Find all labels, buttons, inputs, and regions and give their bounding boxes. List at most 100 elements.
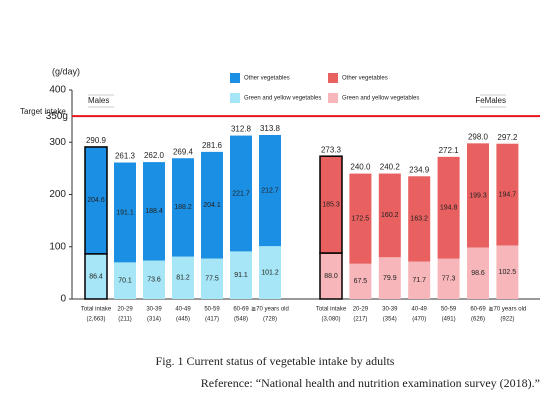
x-tick-label: ≧70 years old	[251, 307, 289, 313]
x-tick-label: (626)	[471, 317, 485, 323]
total-label: 312.8	[231, 125, 252, 134]
bar-segment	[319, 155, 343, 254]
bar-segment	[143, 162, 165, 261]
y-tick-label: 0	[60, 294, 66, 305]
bar-segment	[496, 245, 519, 299]
value-label: 185.3	[322, 201, 340, 208]
value-label: 160.2	[381, 212, 399, 219]
total-label: 272.1	[439, 146, 460, 155]
value-label: 199.3	[469, 192, 487, 199]
bar-segment	[496, 143, 519, 246]
legend-label: Other vegetables	[244, 76, 290, 82]
x-tick-label: ≧70 years old	[489, 307, 527, 313]
x-tick-label: 20-29	[353, 307, 369, 313]
bar-segment	[143, 260, 165, 299]
value-label: 163.2	[410, 216, 428, 223]
value-label: 221.7	[232, 190, 250, 197]
total-label: 234.9	[409, 165, 430, 174]
total-label: 273.3	[321, 145, 342, 154]
x-tick-label: 40-49	[175, 307, 191, 313]
bar-segment	[437, 156, 460, 259]
bar-segment	[378, 173, 401, 258]
total-label: 297.2	[497, 133, 518, 142]
y-tick-label: 200	[49, 189, 66, 200]
bar-segment	[467, 143, 489, 248]
bar-segment	[201, 151, 223, 259]
target-value-label: 350g	[46, 111, 68, 122]
value-label: 67.5	[354, 278, 368, 285]
x-tick-label: (417)	[205, 317, 219, 323]
bar-segment	[230, 251, 252, 299]
bar-segment	[437, 258, 460, 299]
bar-segment	[378, 257, 401, 299]
value-label: 204.6	[87, 197, 105, 204]
value-label: 172.5	[352, 216, 370, 223]
value-label: 86.4	[89, 273, 103, 280]
x-tick-label: (728)	[263, 317, 277, 323]
x-tick-label: (3,080)	[321, 317, 340, 323]
bar-segment	[114, 262, 136, 299]
y-tick-label: 400	[49, 85, 66, 96]
value-label: 77.5	[205, 276, 219, 283]
x-tick-label: 20-29	[117, 307, 133, 313]
bar-segment	[114, 162, 136, 263]
x-tick-label: (211)	[118, 317, 132, 323]
value-label: 98.6	[471, 270, 485, 277]
x-tick-label: Total intake	[316, 307, 347, 313]
x-tick-label: (217)	[353, 317, 367, 323]
total-label: 262.0	[144, 151, 165, 160]
legend-label: Green and yellow vegetables	[342, 96, 419, 102]
x-tick-label: (491)	[442, 317, 456, 323]
x-tick-label: (2,663)	[86, 317, 105, 323]
legend-swatch	[328, 73, 338, 83]
x-tick-label: (354)	[383, 317, 397, 323]
x-tick-label: 50-59	[441, 307, 457, 313]
total-label: 269.4	[173, 147, 194, 156]
group-label: FeMales	[475, 96, 506, 105]
legend-swatch	[230, 93, 240, 103]
value-label: 102.5	[499, 269, 517, 276]
x-tick-label: (548)	[234, 317, 248, 323]
total-label: 298.0	[468, 132, 489, 141]
total-label: 261.3	[115, 152, 136, 161]
x-tick-label: Total intake	[81, 307, 112, 313]
bar-segment	[172, 158, 194, 257]
y-tick-label: 300	[49, 137, 66, 148]
bar-segment	[230, 135, 252, 252]
target-label: Target intake	[20, 107, 66, 116]
y-tick-label: 100	[49, 241, 66, 252]
bar-segment	[201, 258, 223, 299]
bar-segment	[172, 256, 194, 299]
x-tick-label: 30-39	[146, 307, 162, 313]
caption: Fig. 1 Current status of vegetable intak…	[156, 354, 395, 368]
total-label: 281.6	[202, 141, 223, 150]
bar-segment	[259, 246, 281, 299]
x-tick-label: 60-69	[470, 307, 486, 313]
x-tick-label: (445)	[176, 317, 190, 323]
value-label: 191.1	[116, 209, 134, 216]
value-label: 70.1	[118, 278, 132, 285]
value-label: 101.2	[261, 269, 279, 276]
value-label: 79.9	[383, 275, 397, 282]
value-label: 188.2	[174, 204, 192, 211]
x-tick-label: 40-49	[412, 307, 428, 313]
reference: Reference: “National health and nutritio…	[201, 376, 540, 390]
x-tick-label: 30-39	[382, 307, 398, 313]
value-label: 77.3	[442, 276, 456, 283]
bar-segment	[259, 134, 281, 247]
value-label: 91.1	[234, 272, 248, 279]
value-label: 81.2	[176, 275, 190, 282]
total-label: 290.9	[86, 136, 107, 145]
bar-segment	[467, 247, 489, 299]
total-label: 313.8	[260, 124, 281, 133]
bar-segment	[408, 261, 431, 299]
bar-segment	[349, 263, 372, 299]
total-label: 240.2	[380, 163, 401, 172]
group-label: Males	[88, 96, 109, 105]
value-label: 188.4	[145, 208, 163, 215]
x-tick-label: (470)	[412, 317, 426, 323]
value-label: 71.7	[412, 277, 426, 284]
value-label: 212.7	[261, 187, 279, 194]
bar-segment	[408, 176, 431, 262]
